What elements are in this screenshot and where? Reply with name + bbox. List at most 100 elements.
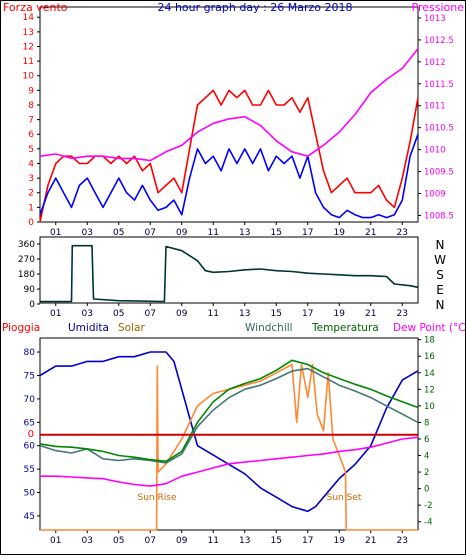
p1-right-tick-label: 1013 (424, 14, 446, 24)
p1-left-tick-label: 2 (28, 189, 34, 199)
p1-x-tick-label: 21 (365, 228, 376, 238)
p1-right-tick-label: 1009.5 (424, 168, 454, 178)
p1-left-tick-label: 11 (23, 57, 34, 67)
p1-right-tick-label: 1011 (424, 102, 446, 112)
p3-right-tick-label: 4 (424, 452, 429, 462)
p2-left-tick-label: 0 (29, 300, 35, 310)
p2-x-tick-label: 15 (271, 309, 282, 319)
p1-x-tick-label: 19 (334, 228, 346, 238)
p1-series-1 (39, 133, 419, 219)
pressure-axis-title: Pressione (412, 1, 465, 14)
p3-x-tick-label: 03 (82, 536, 93, 546)
p1-x-tick-label: 05 (113, 228, 124, 238)
p3-x-tick-label: 11 (208, 536, 219, 546)
p3-series-0 (39, 351, 419, 513)
p3-legend-label: Umidita (68, 322, 109, 334)
p2-x-tick-label: 19 (334, 309, 346, 319)
p1-left-tick-label: 5 (28, 145, 34, 155)
p2-compass-label: W (434, 253, 446, 267)
p2-x-tick-label: 11 (208, 309, 219, 319)
p3-left-tick-label: 65 (24, 418, 35, 428)
p3-right-tick-label: 0 (424, 485, 429, 495)
p1-x-tick-label: 07 (145, 228, 156, 238)
p1-left-tick-label: 9 (28, 86, 34, 96)
p3-series-3 (39, 359, 419, 463)
p2-left-tick-label: 180 (18, 270, 35, 280)
p2-compass-label: N (436, 298, 445, 312)
p3-x-tick-label: 17 (302, 536, 313, 546)
p3-left-tick-label: 45 (24, 512, 35, 522)
p3-right-tick-label: 14 (424, 369, 435, 379)
p1-x-tick-label: 15 (271, 228, 282, 238)
p1-right-tick-label: 1012.5 (424, 36, 454, 46)
p1-x-tick-label: 23 (397, 228, 408, 238)
p2-x-tick-label: 09 (176, 309, 188, 319)
p1-left-tick-label: 12 (23, 42, 34, 52)
p2-compass-label: N (436, 238, 445, 252)
graph-title: 24 hour graph day : 26 Marzo 2018 (157, 1, 352, 14)
p2-x-tick-label: 05 (113, 309, 124, 319)
p3-legend-label: Solar (118, 322, 145, 334)
p3-x-tick-label: 13 (239, 536, 250, 546)
p1-left-tick-label: 13 (23, 28, 34, 38)
p3-right-tick-label: 18 (424, 336, 435, 346)
p3-x-tick-label: 21 (365, 536, 376, 546)
wind-direction-plot-area (39, 236, 419, 304)
p1-left-tick-label: 0 (28, 218, 34, 228)
p2-x-tick-label: 13 (239, 309, 250, 319)
p3-x-tick-label: 01 (50, 536, 61, 546)
p2-left-tick-label: 360 (18, 240, 35, 250)
p3-legend-label: Temperatura (311, 322, 379, 334)
p3-x-tick-label: 19 (334, 536, 346, 546)
p3-right-tick-label: 2 (424, 468, 429, 478)
p1-x-tick-label: 11 (208, 228, 219, 238)
p3-x-tick-label: 09 (176, 536, 188, 546)
p2-series-0 (40, 244, 419, 303)
p3-x-tick-label: 15 (271, 536, 282, 546)
p1-x-tick-label: 03 (82, 228, 93, 238)
p3-legend-label: Windchill (245, 322, 293, 334)
p1-right-tick-label: 1011.5 (424, 80, 454, 90)
p1-left-tick-label: 7 (28, 116, 34, 126)
p1-x-tick-label: 09 (176, 228, 188, 238)
p1-left-tick-label: 3 (28, 174, 34, 184)
p3-left-tick-label: 55 (24, 465, 35, 475)
p1-left-tick-label: 14 (23, 13, 35, 23)
p2-x-tick-label: 07 (145, 309, 156, 319)
p3-x-tick-label: 05 (113, 536, 124, 546)
p3-right-tick-label: -2 (424, 501, 432, 511)
p1-left-tick-label: 1 (28, 203, 34, 213)
p1-x-tick-label: 17 (302, 228, 313, 238)
p1-x-tick-label: 13 (239, 228, 250, 238)
p3-left-tick-label: 50 (24, 489, 36, 499)
p3-right-tick-label: 16 (424, 352, 435, 362)
p3-right-tick-label: -4 (424, 518, 432, 528)
p1-right-tick-label: 1008.5 (424, 211, 454, 221)
p2-left-tick-label: 270 (18, 255, 35, 265)
p3-right-tick-label: 12 (424, 385, 435, 395)
p3-legend-label: Pioggia (2, 322, 40, 334)
rain-zero-label: 0 (28, 429, 34, 440)
p1-left-tick-label: 8 (28, 101, 34, 111)
p3-series-4 (40, 436, 419, 487)
p1-right-tick-label: 1010 (424, 146, 446, 156)
p3-series-2 (39, 367, 419, 464)
p3-right-tick-label: 10 (424, 402, 435, 412)
p3-x-tick-label: 23 (397, 536, 408, 546)
wind-pressure-plot-area (39, 6, 419, 223)
p1-left-tick-label: 4 (28, 159, 34, 169)
p1-right-tick-label: 1009 (424, 189, 446, 199)
p1-right-tick-label: 1010.5 (424, 124, 454, 134)
p1-left-tick-label: 6 (28, 130, 34, 140)
p3-left-tick-label: 75 (24, 371, 35, 381)
wind-speed-axis-title: Forza vento (3, 1, 68, 14)
p2-x-tick-label: 21 (365, 309, 376, 319)
p3-left-tick-label: 80 (24, 348, 36, 358)
p2-compass-label: S (436, 268, 444, 282)
p2-compass-label: E (436, 283, 444, 297)
p1-right-tick-label: 1012 (424, 58, 446, 68)
p3-right-tick-label: 6 (424, 435, 429, 445)
sun-set-annotation: Sun Set (327, 493, 362, 503)
